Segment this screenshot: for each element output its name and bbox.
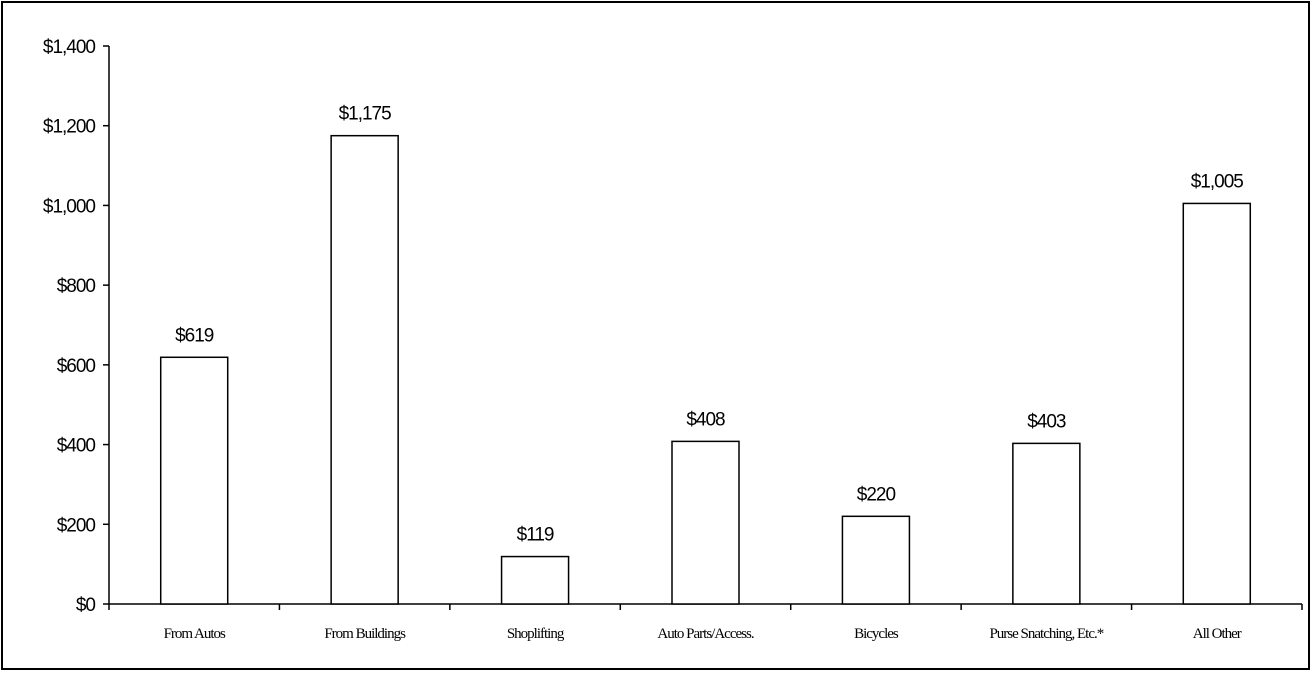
x-tick-label: Auto Parts/Access. xyxy=(657,626,753,642)
x-tick-label: Purse Snatching, Etc.* xyxy=(989,626,1103,642)
data-label: $408 xyxy=(686,409,725,430)
y-tick-label: $1,400 xyxy=(43,37,96,58)
x-tick-label: Shoplifting xyxy=(507,626,565,642)
y-tick-label: $400 xyxy=(57,436,96,457)
y-tick-label: $0 xyxy=(76,595,96,616)
data-label: $1,005 xyxy=(1191,171,1244,192)
y-tick-label: $600 xyxy=(57,356,96,377)
y-tick-label: $1,200 xyxy=(43,117,96,138)
bar xyxy=(671,440,740,605)
x-tick-label: All Other xyxy=(1193,626,1242,642)
bar xyxy=(841,515,911,605)
bars xyxy=(159,134,1252,605)
y-tick-label: $1,000 xyxy=(43,196,96,217)
x-tick-label: From Buildings xyxy=(324,626,406,642)
x-tick-label: From Autos xyxy=(164,626,226,642)
data-label: $619 xyxy=(175,325,214,346)
bar xyxy=(159,356,229,605)
data-labels: $619 $1,175 $119 $408 $220 $403 $1,005 xyxy=(175,104,1244,546)
x-tick-label: Bicycles xyxy=(854,626,899,642)
bar xyxy=(330,134,399,605)
bar xyxy=(1012,442,1081,605)
x-axis-ticks: From Autos From Buildings Shoplifting Auto … xyxy=(164,626,1243,642)
data-label: $403 xyxy=(1027,411,1066,432)
bar xyxy=(1182,202,1252,605)
bar xyxy=(500,555,570,605)
y-axis-ticks: $0 $200 $400 $600 $800 $1,000 $1,200 $1,400 xyxy=(43,37,109,616)
y-tick-label: $200 xyxy=(57,515,96,536)
data-label: $119 xyxy=(517,525,554,546)
y-tick-label: $800 xyxy=(57,276,96,297)
data-label: $1,175 xyxy=(339,104,392,125)
data-label: $220 xyxy=(857,484,896,505)
